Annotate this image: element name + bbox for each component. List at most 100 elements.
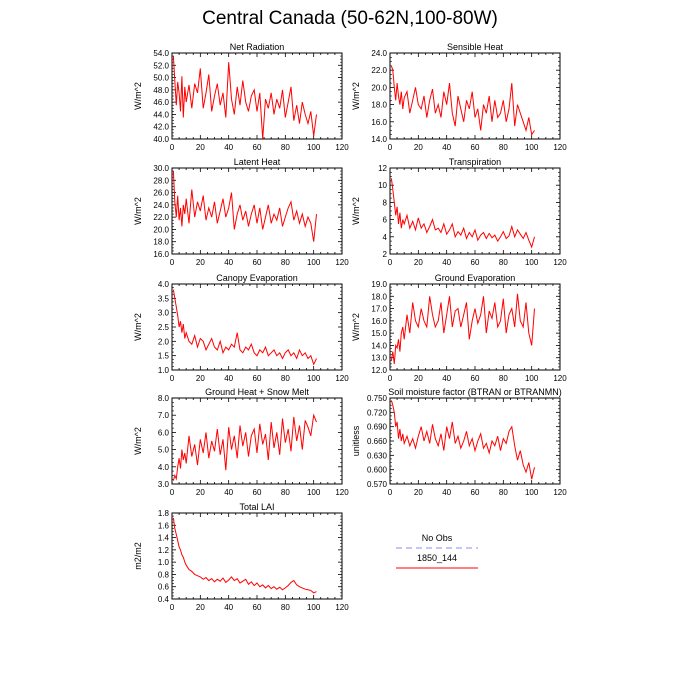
x-tick-label: 100: [307, 374, 321, 383]
x-tick-label: 120: [335, 374, 349, 383]
y-tick-label: 1.5: [158, 352, 170, 361]
y-tick-label: 16.0: [371, 118, 387, 127]
y-tick-label: 13.0: [371, 354, 387, 363]
y-tick-label: 12.0: [371, 366, 387, 375]
y-tick-label: 2.0: [158, 337, 170, 346]
y-tick-label: 18.0: [153, 238, 169, 247]
y-tick-label: 18.0: [371, 292, 387, 301]
y-tick-label: 30.0: [153, 164, 169, 173]
chart-panel-5: Ground Evaporation W/m^2 0 20 40 60 80 100 120 12…: [351, 273, 567, 383]
x-tick-label: 80: [281, 603, 290, 612]
x-tick-label: 60: [471, 143, 480, 152]
chart-panel-6: Ground Heat + Snow Melt W/m^2 0 20 40 60 80 100…: [133, 387, 349, 497]
y-tick-label: 28.0: [153, 176, 169, 185]
x-tick-label: 80: [499, 143, 508, 152]
y-axis-label: unitless: [351, 425, 361, 456]
x-tick-label: 100: [525, 488, 539, 497]
y-tick-label: 44.0: [153, 110, 169, 119]
y-tick-label: 24.0: [371, 49, 387, 58]
x-tick-label: 0: [388, 488, 393, 497]
x-tick-label: 0: [170, 143, 175, 152]
y-axis-label: W/m^2: [133, 82, 143, 110]
x-tick-label: 100: [525, 143, 539, 152]
y-axis-label: m2/m2: [133, 542, 143, 570]
y-tick-label: 0.8: [158, 570, 170, 579]
plot-frame: [171, 397, 343, 485]
y-tick-label: 0.600: [367, 466, 388, 475]
series-line-0: [172, 289, 317, 366]
y-tick-label: 1.0: [158, 558, 170, 567]
y-tick-label: 40.0: [153, 135, 169, 144]
y-tick-label: 8.0: [158, 394, 170, 403]
x-tick-label: 0: [170, 488, 175, 497]
x-tick-label: 100: [307, 603, 321, 612]
plot-frame: [389, 283, 561, 371]
y-tick-label: 0.750: [367, 394, 388, 403]
y-tick-label: 20.0: [153, 225, 169, 234]
y-tick-label: 6.0: [158, 428, 170, 437]
y-tick-label: 7.0: [158, 411, 170, 420]
y-tick-label: 1.4: [158, 534, 170, 543]
x-tick-label: 120: [553, 258, 567, 267]
x-tick-label: 60: [253, 258, 262, 267]
y-tick-label: 18.0: [371, 101, 387, 110]
plot-frame: [171, 167, 343, 255]
y-tick-label: 6: [383, 216, 388, 225]
x-tick-label: 20: [414, 258, 423, 267]
x-tick-label: 40: [224, 603, 233, 612]
x-tick-label: 80: [281, 488, 290, 497]
y-tick-label: 22.0: [153, 213, 169, 222]
x-tick-label: 120: [553, 143, 567, 152]
x-tick-label: 0: [388, 258, 393, 267]
chart-panel-4: Canopy Evaporation W/m^2 0 20 40 60 80 100 120 1.…: [133, 273, 349, 383]
x-tick-label: 60: [471, 258, 480, 267]
panel-title: Canopy Evaporation: [216, 273, 298, 283]
y-tick-label: 10: [378, 181, 387, 190]
y-tick-label: 2: [383, 250, 388, 259]
x-tick-label: 20: [414, 488, 423, 497]
x-tick-label: 80: [281, 143, 290, 152]
x-tick-label: 0: [388, 143, 393, 152]
y-tick-label: 0.4: [158, 595, 170, 604]
y-tick-label: 0.690: [367, 423, 388, 432]
y-tick-label: 16.0: [153, 250, 169, 259]
y-tick-label: 54.0: [153, 49, 169, 58]
y-tick-label: 1.0: [158, 366, 170, 375]
panel-title: Net Radiation: [230, 42, 285, 52]
x-tick-label: 80: [499, 488, 508, 497]
y-tick-label: 4: [383, 233, 388, 242]
y-tick-label: 50.0: [153, 74, 169, 83]
y-tick-label: 8: [383, 198, 388, 207]
plot-frame: [389, 52, 561, 140]
x-tick-label: 20: [196, 488, 205, 497]
y-tick-label: 3.0: [158, 480, 170, 489]
y-tick-label: 0.660: [367, 437, 388, 446]
plot-frame: [171, 283, 343, 371]
y-axis-label: W/m^2: [133, 313, 143, 341]
x-tick-label: 100: [307, 143, 321, 152]
x-tick-label: 60: [471, 488, 480, 497]
x-tick-label: 80: [499, 258, 508, 267]
series-line-0: [172, 517, 317, 594]
y-tick-label: 1.2: [158, 546, 170, 555]
legend-label: 1850_144: [417, 553, 457, 563]
chart-panel-3: Transpiration W/m^2 0 20 40 60 80 100 120 2 4 6 8 10 1…: [351, 157, 567, 267]
y-axis-label: W/m^2: [351, 197, 361, 225]
y-tick-label: 17.0: [371, 305, 387, 314]
panel-title: Transpiration: [449, 157, 501, 167]
x-tick-label: 60: [253, 374, 262, 383]
plot-frame: [389, 397, 561, 485]
x-tick-label: 0: [170, 258, 175, 267]
x-tick-label: 80: [281, 374, 290, 383]
plot-frame: [389, 167, 561, 255]
x-tick-label: 120: [335, 603, 349, 612]
chart-panel-1: Sensible Heat W/m^2 0 20 40 60 80 100 120 14.0 16.…: [351, 42, 567, 152]
y-tick-label: 19.0: [371, 280, 387, 289]
panel-title: Total LAI: [239, 502, 274, 512]
x-tick-label: 0: [170, 374, 175, 383]
x-tick-label: 60: [471, 374, 480, 383]
x-tick-label: 100: [525, 374, 539, 383]
chart-panel-7: Soil moisture factor (BTRAN or BTRANMN) u…: [351, 387, 567, 497]
y-tick-label: 26.0: [153, 189, 169, 198]
y-axis-label: W/m^2: [133, 427, 143, 455]
